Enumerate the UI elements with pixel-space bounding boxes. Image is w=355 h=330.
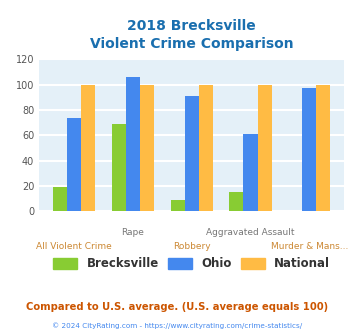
Bar bbox=[244, 134, 258, 211]
Text: Rape: Rape bbox=[121, 228, 144, 237]
Title: 2018 Brecksville
Violent Crime Comparison: 2018 Brecksville Violent Crime Compariso… bbox=[90, 19, 294, 51]
Legend: Brecksville, Ohio, National: Brecksville, Ohio, National bbox=[49, 253, 335, 275]
Bar bbox=[229, 192, 244, 211]
Text: Aggravated Assault: Aggravated Assault bbox=[206, 228, 295, 237]
Bar bbox=[140, 85, 154, 211]
Bar bbox=[316, 85, 331, 211]
Text: © 2024 CityRating.com - https://www.cityrating.com/crime-statistics/: © 2024 CityRating.com - https://www.city… bbox=[53, 323, 302, 329]
Text: Robbery: Robbery bbox=[173, 242, 211, 251]
Text: Murder & Mans...: Murder & Mans... bbox=[271, 242, 348, 251]
Bar bbox=[258, 85, 272, 211]
Bar bbox=[81, 85, 95, 211]
Bar bbox=[170, 200, 185, 211]
Bar bbox=[199, 85, 213, 211]
Bar bbox=[67, 117, 81, 211]
Text: All Violent Crime: All Violent Crime bbox=[36, 242, 112, 251]
Bar bbox=[185, 96, 199, 211]
Bar bbox=[112, 124, 126, 211]
Bar bbox=[302, 88, 316, 211]
Bar bbox=[126, 77, 140, 211]
Text: Compared to U.S. average. (U.S. average equals 100): Compared to U.S. average. (U.S. average … bbox=[26, 302, 329, 312]
Bar bbox=[53, 187, 67, 211]
